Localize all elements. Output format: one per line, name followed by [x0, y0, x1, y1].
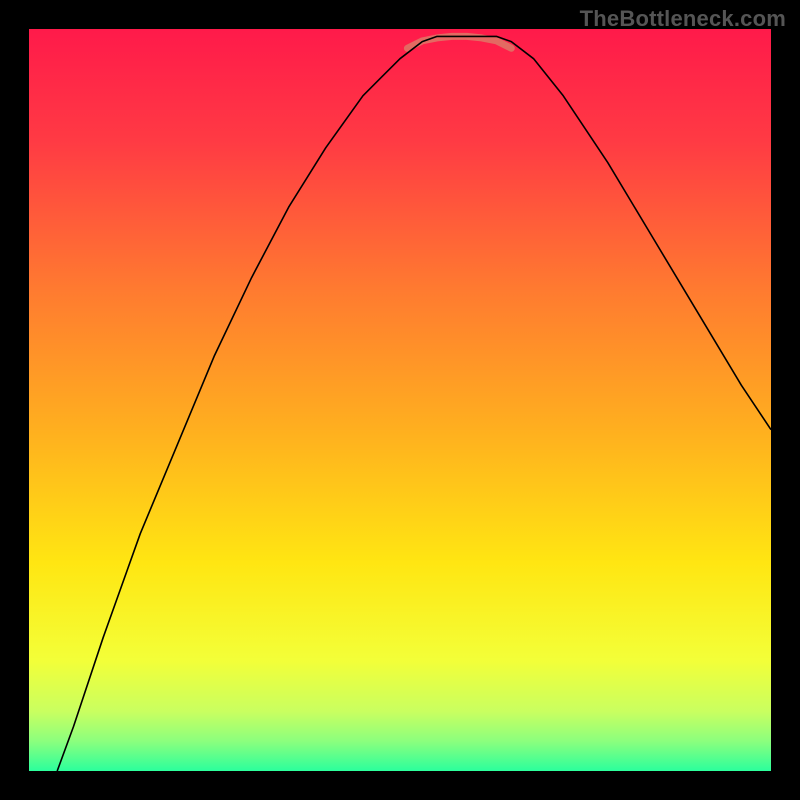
- plot-area: [29, 29, 771, 771]
- bottleneck-curve-chart: [29, 29, 771, 771]
- chart-background: [29, 29, 771, 771]
- chart-frame: TheBottleneck.com: [0, 0, 800, 800]
